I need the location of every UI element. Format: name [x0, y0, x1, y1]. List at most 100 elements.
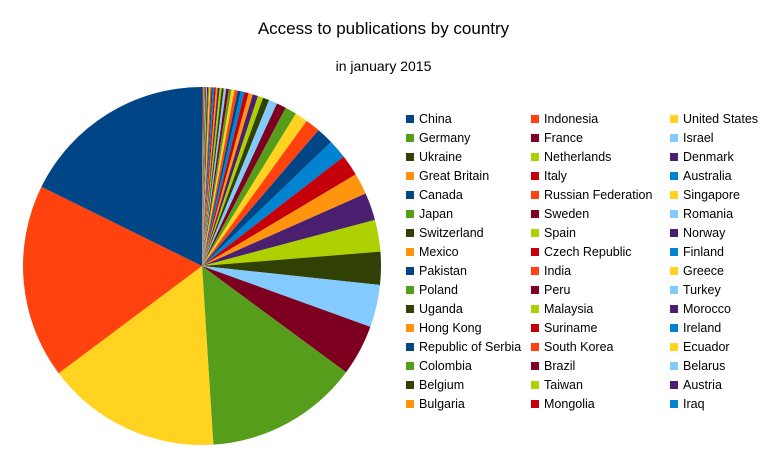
legend-label: Iraq [683, 397, 705, 411]
pie-slice-greece [202, 89, 235, 267]
legend-item: China [406, 110, 452, 129]
pie-slice-czech-republic [202, 92, 249, 266]
legend-swatch [670, 266, 678, 275]
legend-swatch [531, 323, 539, 332]
legend-swatch [670, 247, 678, 256]
legend-item: Ireland [670, 319, 721, 338]
chart-subtitle: in january 2015 [335, 58, 432, 74]
legend-item: Mongolia [531, 395, 595, 414]
pie-slice-turkey [202, 88, 227, 266]
legend-item: Spain [531, 224, 576, 243]
legend-label: Mongolia [544, 397, 595, 411]
legend-swatch [531, 209, 539, 218]
legend-label: Belarus [683, 359, 726, 373]
pie-slice-austria [202, 87, 205, 266]
legend-label: Japan [419, 207, 454, 221]
legend-swatch [406, 190, 414, 199]
legend-item: Taiwan [531, 376, 583, 395]
pie-slice-hong-kong [202, 87, 218, 267]
legend-swatch [670, 304, 678, 313]
legend-swatch [531, 247, 539, 256]
legend-item: Romania [670, 205, 733, 224]
pie-slice-italy [202, 156, 356, 266]
pie-slice-ukraine [202, 251, 381, 285]
pie-slice-canada [202, 130, 332, 266]
pie-slice-malaysia [202, 87, 222, 267]
legend-item: Norway [670, 224, 725, 243]
legend-item: South Korea [531, 338, 614, 357]
legend-item: Morocco [670, 300, 731, 319]
legend-swatch [406, 114, 414, 123]
legend-label: Great Britain [419, 169, 490, 183]
legend-swatch [406, 247, 414, 256]
legend-item: Finland [670, 243, 724, 262]
legend-label: Suriname [544, 321, 598, 335]
legend-label: Sweden [544, 207, 590, 221]
legend-swatch [406, 228, 414, 237]
legend-label: Pakistan [419, 264, 467, 278]
legend-swatch [406, 304, 414, 313]
legend-item: Iraq [670, 395, 705, 414]
legend-swatch [670, 133, 678, 142]
legend-label: Brazil [544, 359, 576, 373]
legend-swatch [406, 133, 414, 142]
legend-swatch [531, 171, 539, 180]
pie-slice-finland [202, 91, 245, 266]
legend-swatch [670, 114, 678, 123]
legend-item: Great Britain [406, 167, 489, 186]
legend-swatch [531, 285, 539, 294]
legend-label: Mexico [419, 245, 459, 259]
legend-item: Germany [406, 129, 470, 148]
legend-item: Canada [406, 186, 463, 205]
legend-swatch [531, 380, 539, 389]
pie-slice-colombia [202, 87, 210, 266]
legend-label: China [419, 112, 452, 126]
legend-label: Morocco [683, 302, 731, 316]
legend-label: Russian Federation [544, 188, 653, 202]
legend-swatch [531, 190, 539, 199]
pie-slice-pakistan [202, 90, 241, 266]
pie-slice-switzerland [202, 97, 270, 266]
legend-label: Peru [544, 283, 571, 297]
legend-swatch [406, 285, 414, 294]
legend-swatch [531, 114, 539, 123]
legend-item: Hong Kong [406, 319, 482, 338]
legend-item: Israel [670, 129, 714, 148]
legend-label: Australia [683, 169, 732, 183]
pie-slice-sweden [202, 103, 286, 267]
legend-item: Japan [406, 205, 453, 224]
legend-item: Czech Republic [531, 243, 632, 262]
legend-item: Ecuador [670, 338, 730, 357]
legend-label: Indonesia [544, 112, 599, 126]
pie-slice-iraq [202, 87, 203, 266]
pie-slice-great-britain [202, 174, 366, 266]
chart-title: Access to publications by country [257, 19, 510, 38]
legend-item: Singapore [670, 186, 740, 205]
legend-swatch [670, 171, 678, 180]
legend-label: South Korea [544, 340, 614, 354]
legend-item: Colombia [406, 357, 472, 376]
legend-label: Italy [544, 169, 567, 183]
legend-swatch [531, 399, 539, 408]
pie-slice-suriname [202, 87, 216, 266]
legend-label: Belgium [419, 378, 465, 392]
legend-swatch [406, 209, 414, 218]
pie-slice-bulgaria [202, 87, 204, 267]
legend-item: Belarus [670, 357, 725, 376]
legend-item: Greece [670, 262, 724, 281]
legend-item: Pakistan [406, 262, 467, 281]
legend-swatch [531, 361, 539, 370]
legend-label: Greece [683, 264, 724, 278]
legend-label: Turkey [683, 283, 721, 297]
legend-item: United States [670, 110, 758, 129]
pie-slice-mongolia [202, 87, 204, 266]
legend-swatch [670, 342, 678, 351]
pie-slice-united-states [58, 266, 214, 445]
legend-item: Republic of Serbia [406, 338, 521, 357]
legend-swatch [406, 399, 414, 408]
pie-slice-australia [202, 141, 344, 266]
legend-item: Mexico [406, 243, 459, 262]
legend-label: Finland [683, 245, 724, 259]
legend-item: Brazil [531, 357, 575, 376]
